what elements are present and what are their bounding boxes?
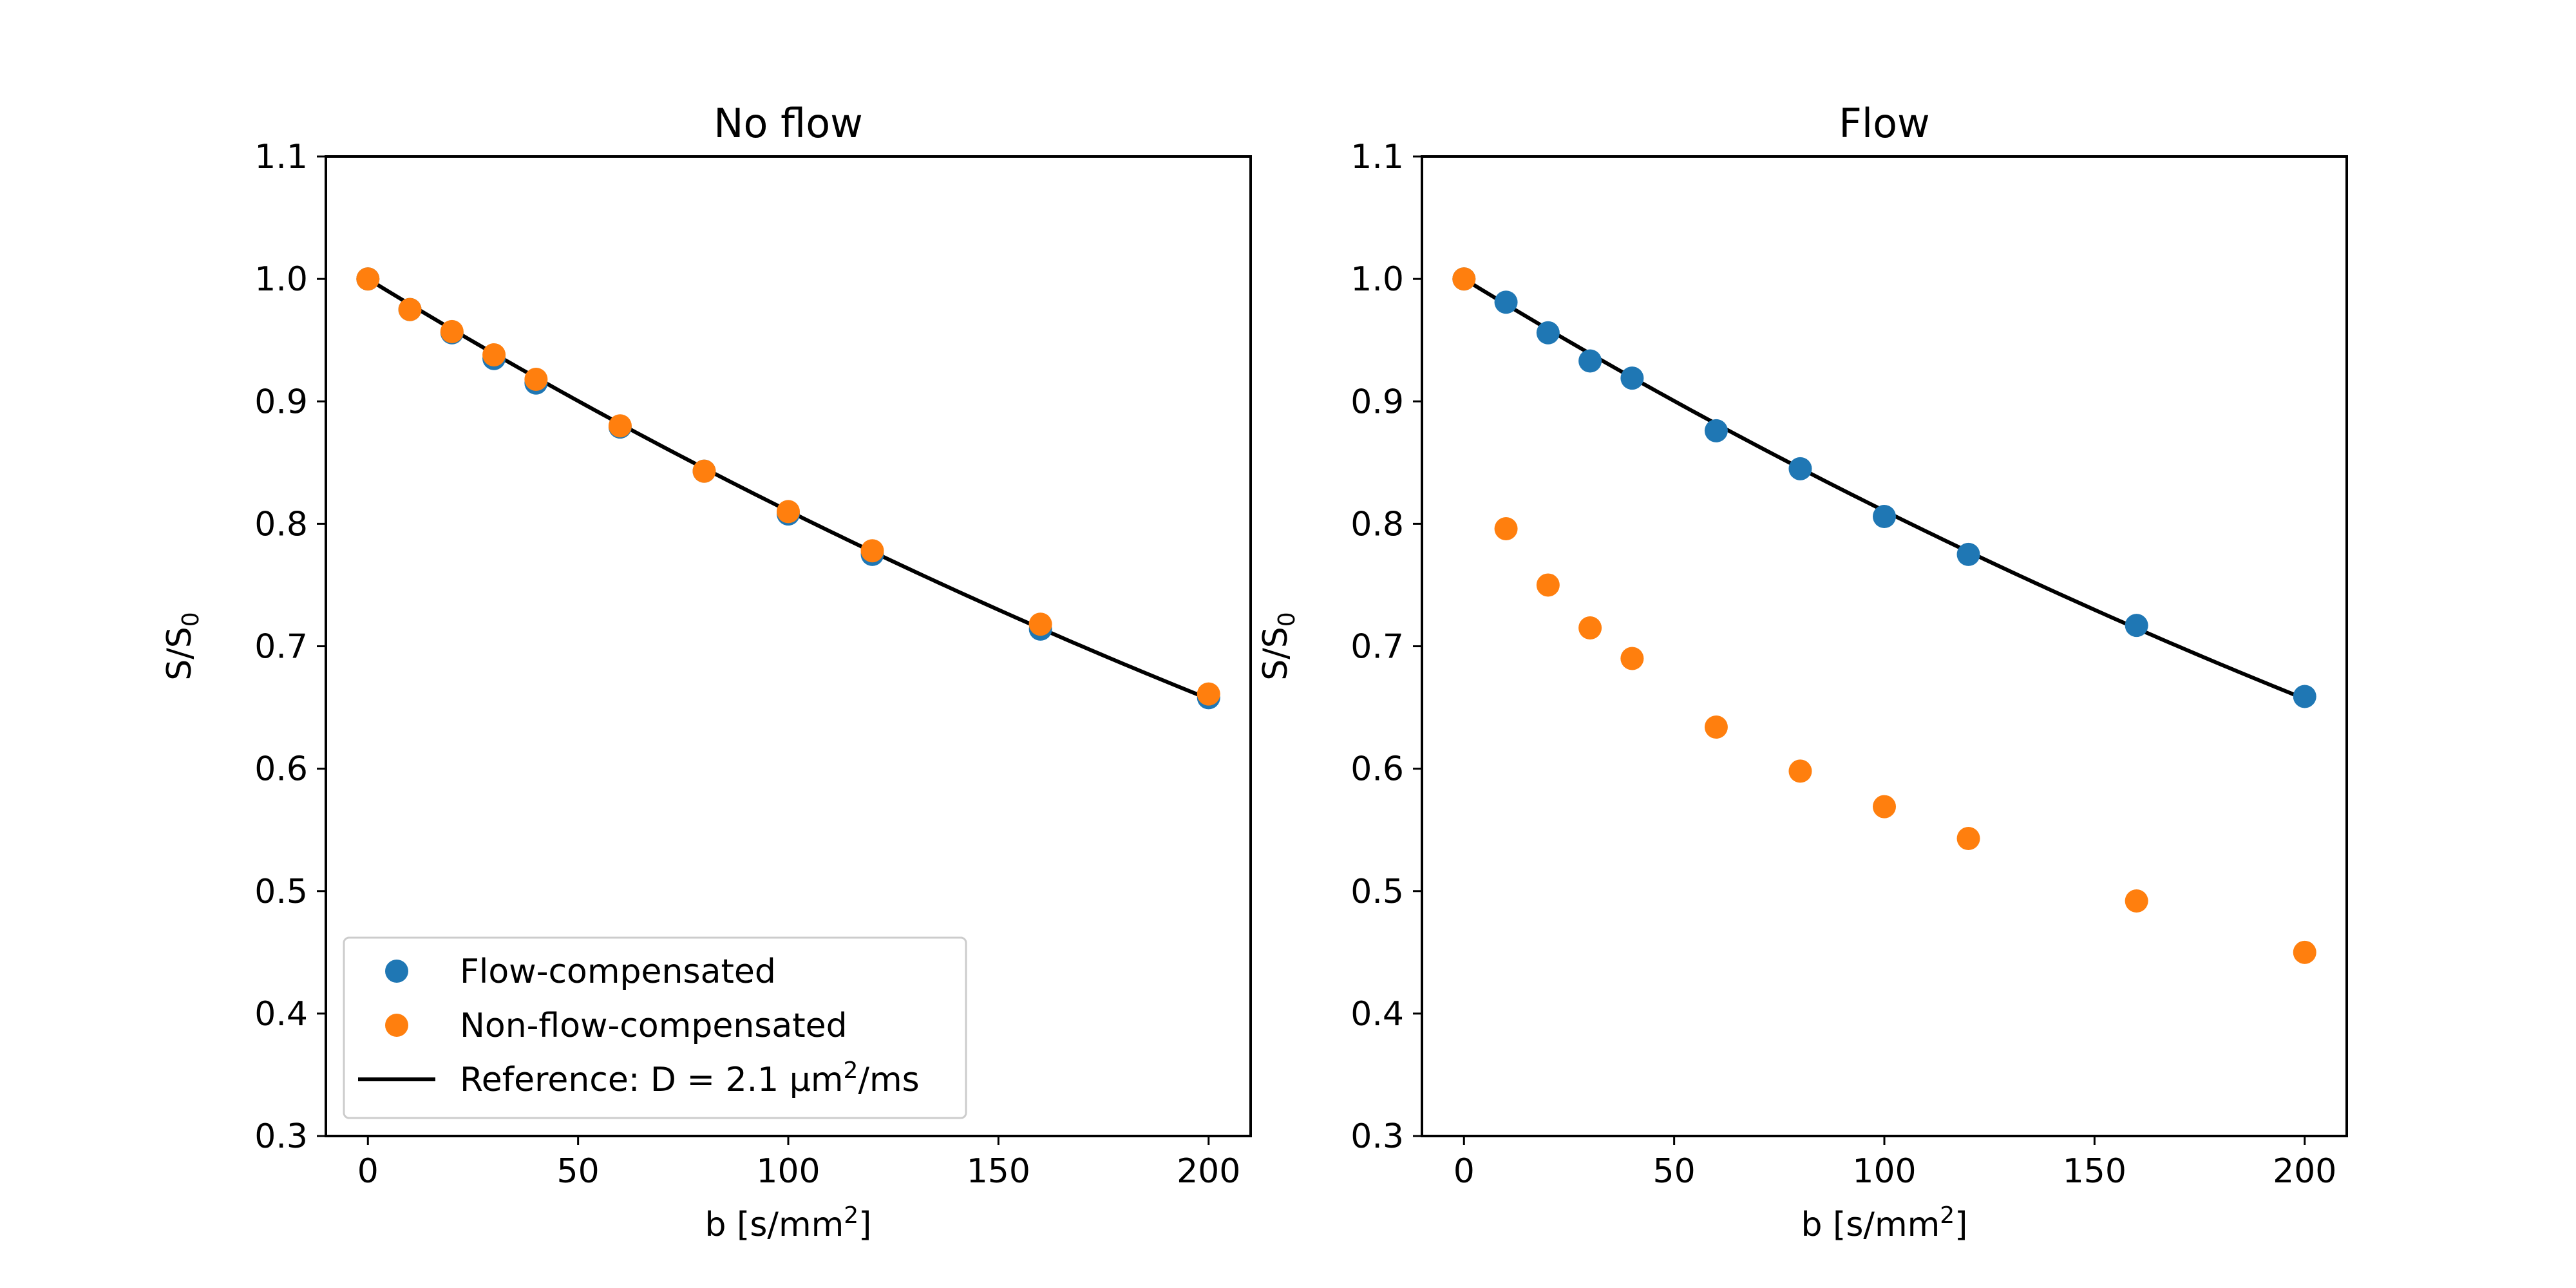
y-tick-label: 0.4 [254,995,308,1034]
data-point-nfc [1452,267,1476,291]
x-tick-label: 0 [1454,1152,1475,1191]
y-tick-label: 0.9 [1350,383,1404,421]
data-point-nfc [777,500,800,524]
x-tick-label: 150 [2063,1152,2126,1191]
chart-title: No flow [714,100,863,147]
data-point-nfc [356,267,380,291]
chart-panel-2: Flow 0 50 100 150 200 0.3 0.4 0.5 0.6 0.7 0.8 0.9 1.0… [1256,100,2348,1244]
y-axis-label: S/S0 [1256,612,1300,680]
data-point-nfc [692,459,716,483]
data-point-nfc [1578,616,1602,639]
legend-marker-nfc [385,1014,408,1037]
data-point-nfc [1956,826,1980,850]
data-point-nfc [1873,795,1896,819]
y-tick-label: 0.5 [254,873,308,911]
x-tick-label: 150 [967,1152,1030,1191]
x-tick-label: 100 [756,1152,820,1191]
data-point-nfc [1197,682,1220,706]
y-tick-label: 1.1 [254,138,308,176]
legend-marker-fc [385,960,408,983]
data-point-nfc [608,414,632,438]
y-tick-label: 0.5 [1350,873,1404,911]
y-tick-label: 0.8 [254,505,308,544]
x-tick-label: 50 [1653,1152,1696,1191]
y-tick-label: 0.8 [1350,505,1404,544]
data-point-fc [1620,366,1644,390]
data-point-nfc [1028,612,1052,636]
y-tick-label: 0.9 [254,383,308,421]
data-point-nfc [1620,647,1644,670]
x-tick-label: 200 [1177,1152,1240,1191]
data-point-fc [2125,614,2148,638]
y-tick-label: 0.3 [254,1117,308,1156]
data-point-fc [1578,349,1602,373]
y-tick-label: 0.4 [1350,995,1404,1034]
y-tick-label: 1.0 [254,260,308,299]
y-tick-label: 0.7 [1350,628,1404,667]
data-point-fc [1873,504,1896,528]
data-point-nfc [440,319,464,343]
y-tick-label: 0.3 [1350,1117,1404,1156]
legend-label-nfc: Non-flow-compensated [460,1007,848,1045]
legend-label-fc: Flow-compensated [460,952,776,991]
x-axis-label: b [s/mm2] [1801,1202,1968,1244]
data-point-nfc [524,368,548,392]
legend: Flow-compensated Non-flow-compensated Refe… [343,936,967,1119]
data-point-fc [1494,290,1518,314]
x-tick-label: 50 [557,1152,600,1191]
chart-title: Flow [1839,100,1930,147]
y-tick-label: 0.6 [254,750,308,789]
data-point-nfc [860,539,884,563]
x-tick-label: 200 [2273,1152,2336,1191]
legend-label-ref: Reference: D = 2.1 μm2/ms [460,1057,920,1099]
data-point-nfc [1536,573,1560,597]
y-tick-label: 1.1 [1350,138,1404,176]
data-point-fc [1956,542,1980,566]
data-point-nfc [1788,759,1812,783]
axes-frame [325,155,1252,1137]
x-tick-label: 100 [1852,1152,1916,1191]
chart-panel-1: No flow 0 50 100 150 200 0.3 0.4 0.5 0.6 0.7 0.8 0.9… [160,100,1252,1244]
y-tick-label: 0.7 [254,628,308,667]
x-tick-label: 0 [357,1152,379,1191]
data-point-nfc [482,343,506,367]
data-point-nfc [2293,940,2316,964]
data-point-nfc [398,298,422,321]
x-axis-label: b [s/mm2] [705,1202,872,1244]
data-point-nfc [1704,715,1728,739]
legend-box [343,936,967,1119]
data-point-fc [1788,457,1812,480]
data-point-fc [2293,685,2316,708]
axes-frame [1421,155,2348,1137]
y-axis-label: S/S0 [160,612,204,680]
data-point-fc [1536,321,1560,345]
reference-curve [366,277,1209,701]
y-tick-label: 1.0 [1350,260,1404,299]
y-tick-label: 0.6 [1350,750,1404,789]
data-point-nfc [2125,889,2148,913]
data-point-nfc [1494,516,1518,540]
data-point-fc [1704,419,1728,442]
